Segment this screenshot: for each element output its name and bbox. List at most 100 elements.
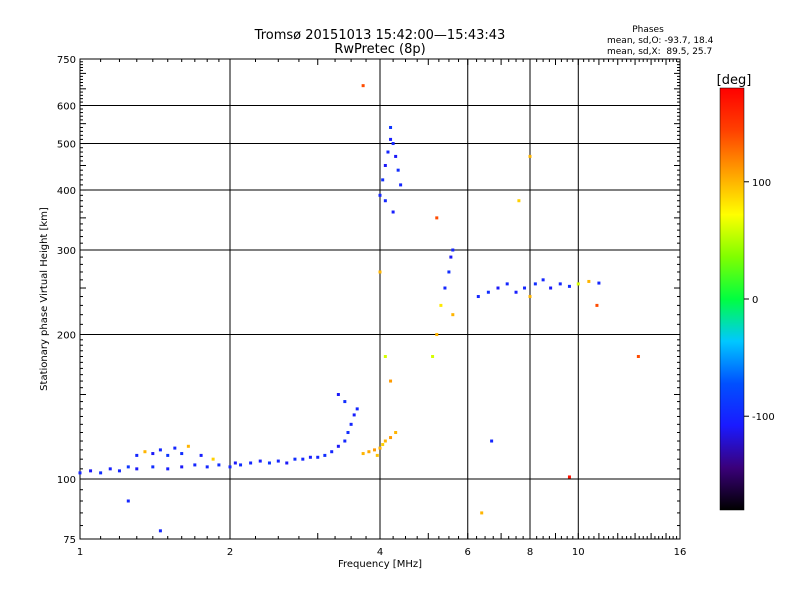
tick-marks [80, 59, 680, 539]
data-point [355, 407, 359, 411]
data-point [180, 465, 184, 469]
data-point [276, 459, 280, 463]
x-tick-label: 2 [227, 547, 233, 558]
data-point [389, 137, 393, 141]
data-point [431, 354, 435, 358]
data-point [301, 457, 305, 461]
data-point [330, 450, 334, 454]
data-point [533, 282, 537, 286]
x-tick-label: 10 [572, 547, 585, 558]
colorbar-tick-label: 100 [752, 178, 771, 189]
grid-lines [80, 59, 680, 539]
y-tick-label: 75 [63, 535, 76, 546]
data-point [486, 290, 490, 294]
data-point [336, 444, 340, 448]
data-point [349, 422, 353, 426]
data-point [143, 450, 147, 454]
x-tick-label: 6 [465, 547, 471, 558]
data-point [381, 178, 385, 182]
data-point [576, 282, 580, 286]
y-tick-label: 400 [57, 186, 76, 197]
y-tick-label: 600 [57, 102, 76, 113]
data-point [439, 303, 443, 307]
data-point [135, 467, 139, 471]
data-point [528, 154, 532, 158]
data-point [126, 465, 130, 469]
data-point [394, 154, 398, 158]
data-point [239, 463, 243, 467]
data-point [523, 286, 527, 290]
data-point [386, 150, 390, 154]
data-point [343, 439, 347, 443]
data-point [228, 465, 232, 469]
data-point [399, 183, 403, 187]
data-point [233, 461, 237, 465]
data-point [158, 529, 162, 533]
phase-stats-o-mode: mean, sd,O: -93.7, 18.4 [607, 36, 714, 46]
data-point [205, 465, 209, 469]
data-point [267, 461, 271, 465]
data-point [383, 163, 387, 167]
data-point [480, 511, 484, 515]
phase-stats-header: Phases [632, 25, 664, 35]
data-point [595, 303, 599, 307]
y-tick-label: 100 [57, 475, 76, 486]
data-point [89, 469, 93, 473]
data-point [117, 469, 121, 473]
data-point [449, 255, 453, 259]
data-point [158, 448, 162, 452]
y-axis-label: Stationary phase Virtual Height [km] [39, 207, 50, 391]
data-point [541, 278, 545, 282]
data-point [249, 461, 253, 465]
data-point [496, 286, 500, 290]
phase-stats-x-mode: mean, sd,X: 89.5, 25.7 [607, 47, 712, 57]
data-point [505, 282, 509, 286]
data-point [199, 453, 203, 457]
y-tick-label: 200 [57, 331, 76, 342]
data-point [352, 413, 356, 417]
data-point [435, 216, 439, 220]
data-point [126, 499, 130, 503]
scatter-points [78, 84, 640, 533]
chart-title-line2: RwPretec (8p) [334, 42, 425, 57]
data-point [308, 455, 312, 459]
x-tick-label: 8 [527, 547, 533, 558]
data-point [361, 452, 365, 456]
data-point [567, 284, 571, 288]
data-point [193, 463, 197, 467]
data-point [451, 313, 455, 317]
data-point [517, 199, 521, 203]
data-point [211, 457, 215, 461]
x-tick-label: 1 [77, 547, 83, 558]
data-point [383, 199, 387, 203]
data-point [108, 467, 112, 471]
data-point [151, 452, 155, 456]
colorbar [719, 87, 745, 511]
data-point [166, 467, 170, 471]
data-point [373, 448, 377, 452]
data-point [391, 210, 395, 214]
data-point [567, 475, 571, 479]
y-tick-label: 750 [57, 55, 76, 66]
data-point [186, 444, 190, 448]
x-tick-label: 4 [377, 547, 383, 558]
colorbar-tick-label: -100 [752, 412, 775, 423]
data-point [549, 286, 553, 290]
data-point [435, 333, 439, 337]
data-point [173, 446, 177, 450]
y-tick-label: 300 [57, 246, 76, 257]
data-point [597, 281, 601, 285]
data-point [447, 270, 451, 274]
data-point [293, 457, 297, 461]
data-point [378, 193, 382, 197]
data-point [381, 443, 385, 447]
x-tick-label: 16 [674, 547, 687, 558]
data-point [378, 446, 382, 450]
data-point [323, 453, 327, 457]
colorbar-tick-label: 0 [752, 295, 758, 306]
y-tick-label: 500 [57, 140, 76, 151]
data-point [587, 279, 591, 283]
data-point [558, 282, 562, 286]
data-point [636, 354, 640, 358]
